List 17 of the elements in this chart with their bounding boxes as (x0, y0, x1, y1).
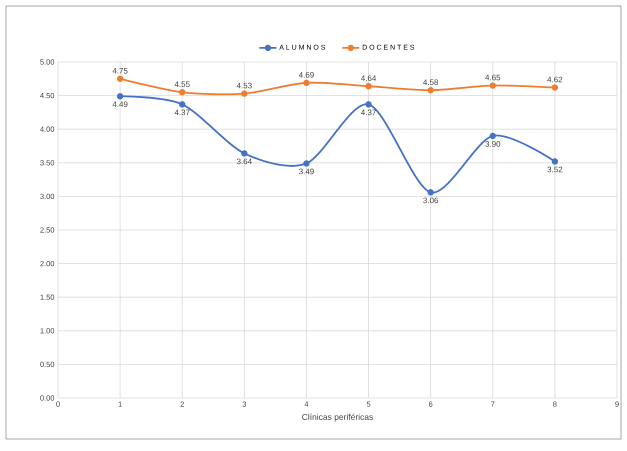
point (303, 160, 310, 167)
x-axis-title: Clínicas periféricas (302, 414, 373, 422)
point (303, 80, 310, 86)
point (427, 87, 434, 94)
point (427, 189, 434, 196)
point (365, 83, 372, 90)
point (552, 84, 558, 91)
point (116, 76, 124, 82)
point (179, 89, 186, 96)
point (490, 132, 496, 140)
point (365, 101, 372, 108)
point (241, 90, 248, 97)
point (116, 93, 124, 100)
point (179, 101, 186, 108)
point (241, 150, 248, 157)
point (490, 82, 496, 89)
point (552, 158, 558, 165)
